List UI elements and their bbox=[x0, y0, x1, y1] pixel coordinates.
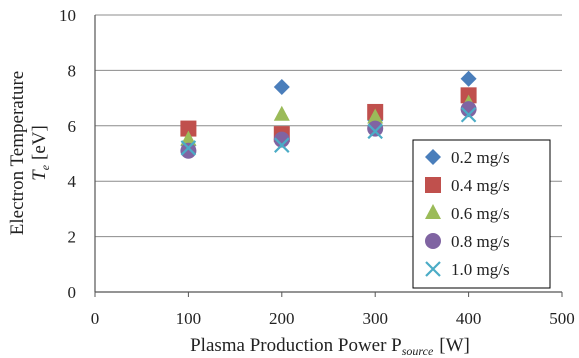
x-tick-label: 100 bbox=[176, 309, 202, 328]
x-tick-label: 500 bbox=[549, 309, 575, 328]
point-0-8-mg-s bbox=[273, 131, 290, 148]
legend-marker-0-8-mg-s bbox=[425, 233, 441, 249]
point-0-8-mg-s bbox=[367, 120, 384, 137]
point-1-0-mg-s bbox=[180, 140, 197, 156]
y-tick-label: 8 bbox=[68, 61, 77, 80]
legend: 0.2 mg/s 0.4 mg/s 0.6 mg/s 0.8 mg/s 1.0 mg/s bbox=[412, 139, 551, 289]
y-tick-label: 6 bbox=[68, 117, 77, 136]
point-0-4-mg-s bbox=[180, 120, 197, 137]
legend-marker-0-6-mg-s bbox=[425, 204, 441, 219]
legend-marker-0-4-mg-s bbox=[425, 177, 441, 193]
point-0-6-mg-s bbox=[367, 108, 384, 124]
point-0-6-mg-s bbox=[180, 130, 197, 146]
x-tick-label: 300 bbox=[362, 309, 388, 328]
legend-label: 0.2 mg/s bbox=[451, 148, 510, 167]
point-0-8-mg-s bbox=[180, 142, 197, 159]
x-axis-title: Plasma Production Power Psource [W] bbox=[190, 335, 470, 358]
point-1-0-mg-s bbox=[274, 137, 290, 153]
point-0-2-mg-s bbox=[460, 70, 477, 87]
data-points bbox=[180, 70, 477, 159]
legend-label: 0.6 mg/s bbox=[451, 204, 510, 223]
legend-label: 0.4 mg/s bbox=[451, 176, 510, 195]
point-1-0-mg-s bbox=[460, 106, 477, 123]
legend-marker-1-0-mg-s bbox=[425, 261, 441, 277]
x-tick-label: 400 bbox=[456, 309, 482, 328]
y-tick-label: 0 bbox=[68, 283, 77, 302]
y-tick-label: 4 bbox=[68, 172, 77, 191]
legend-label: 0.8 mg/s bbox=[451, 232, 510, 251]
y-tick-label: 2 bbox=[68, 228, 77, 247]
y-tick-label: 10 bbox=[59, 6, 76, 25]
legend-marker-0-2-mg-s bbox=[425, 149, 441, 165]
tick-labels: 0 100 200 300 400 500 0 2 4 6 8 10 bbox=[59, 6, 575, 328]
point-0-6-mg-s bbox=[273, 105, 290, 121]
axes bbox=[94, 15, 563, 297]
point-0-2-mg-s bbox=[273, 79, 290, 96]
x-tick-label: 0 bbox=[91, 309, 100, 328]
y-axis-title-line2: Te[eV] bbox=[29, 125, 52, 181]
legend-label: 1.0 mg/s bbox=[451, 260, 510, 279]
point-1-0-mg-s bbox=[367, 123, 383, 140]
point-0-8-mg-s bbox=[460, 101, 477, 118]
y-axis-title-line1: Electron Temperature bbox=[7, 71, 28, 236]
x-tick-label: 200 bbox=[269, 309, 295, 328]
